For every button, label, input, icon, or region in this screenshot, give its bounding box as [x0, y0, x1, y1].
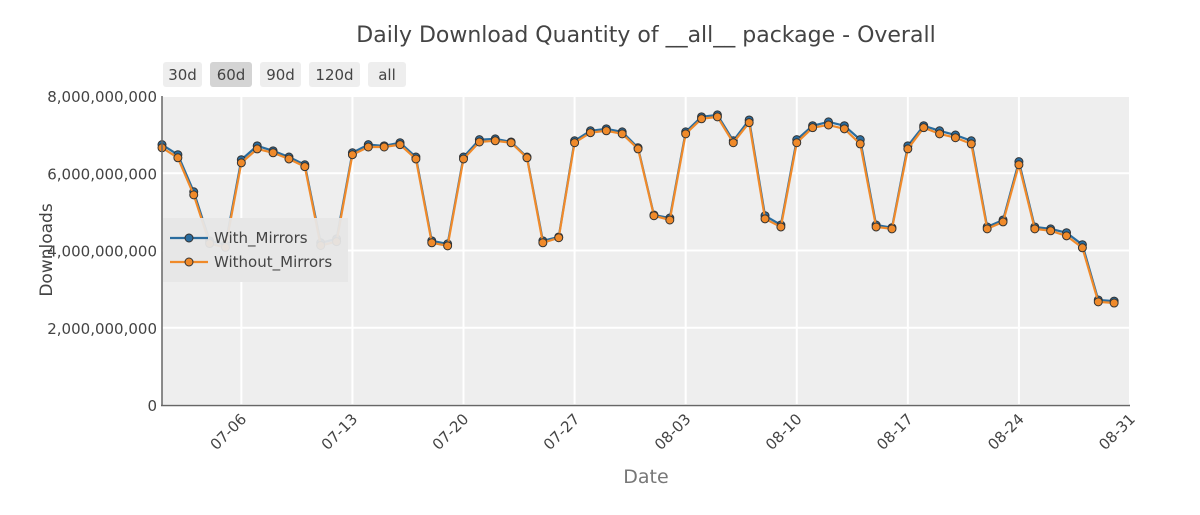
legend: With_Mirrors Without_Mirrors [163, 218, 348, 282]
data-point [411, 154, 421, 164]
y-tick-label: 2,000,000,000 [47, 320, 157, 338]
data-point [1077, 243, 1087, 253]
data-point [395, 140, 405, 150]
data-point [538, 238, 548, 248]
range-button-bg [309, 62, 360, 87]
data-point [601, 126, 611, 136]
data-point [728, 138, 738, 148]
data-point [998, 217, 1008, 227]
data-point [443, 241, 453, 251]
y-tick-label: 6,000,000,000 [47, 165, 157, 183]
legend-label: With_Mirrors [214, 229, 308, 248]
range-button-bg [368, 62, 406, 87]
data-point [300, 162, 310, 172]
data-point [966, 139, 976, 149]
legend-marker [184, 257, 194, 267]
data-point [982, 224, 992, 234]
data-point [1109, 298, 1119, 308]
data-point [808, 123, 818, 133]
data-point [347, 150, 357, 160]
data-point [459, 154, 469, 164]
data-point [268, 148, 278, 158]
x-tick-label: 08-17 [873, 410, 917, 454]
range-button[interactable]: 120d [309, 62, 360, 87]
x-tick-label: 07-06 [207, 410, 251, 454]
data-point [570, 138, 580, 148]
data-point [935, 129, 945, 139]
data-point [617, 129, 627, 139]
range-button-label[interactable]: 120d [315, 66, 353, 84]
data-point [887, 224, 897, 234]
range-button-label[interactable]: 90d [266, 66, 295, 84]
x-tick-label: 08-24 [984, 410, 1028, 454]
data-point [474, 137, 484, 147]
range-button-bg [260, 62, 301, 87]
legend-box [163, 218, 348, 282]
data-point [839, 124, 849, 134]
data-point [173, 153, 183, 163]
y-axis-title: Downloads [37, 203, 57, 297]
data-point [1030, 224, 1040, 234]
data-point [681, 129, 691, 139]
chart-title: Daily Download Quantity of __all__ packa… [356, 23, 935, 48]
range-button-label[interactable]: 60d [217, 66, 246, 84]
data-point [585, 128, 595, 138]
x-tick-label: 07-13 [318, 410, 362, 454]
y-tick-label: 4,000,000,000 [47, 243, 157, 261]
data-point [522, 153, 532, 163]
data-point [363, 142, 373, 152]
data-point [236, 158, 246, 168]
data-point [1093, 297, 1103, 307]
data-point [633, 144, 643, 154]
data-point [776, 222, 786, 232]
data-point [427, 238, 437, 248]
data-point [284, 154, 294, 164]
data-point [697, 114, 707, 124]
data-point [712, 112, 722, 122]
data-point [379, 142, 389, 152]
x-tick-label: 08-03 [651, 410, 695, 454]
range-button-bg [210, 62, 252, 87]
data-point [919, 123, 929, 133]
data-point [1046, 226, 1056, 236]
data-point [760, 214, 770, 224]
marks [157, 110, 1119, 308]
y-tick-label: 0 [147, 397, 157, 415]
x-tick-label: 07-20 [429, 410, 473, 454]
controls: 30d 60d 90d 120d all [163, 62, 406, 87]
data-point [649, 211, 659, 221]
data-point [903, 144, 913, 154]
range-button[interactable]: 60d [210, 62, 252, 87]
data-point [950, 133, 960, 143]
range-button[interactable]: 30d [163, 62, 202, 87]
data-point [189, 190, 199, 200]
data-point [506, 138, 516, 148]
range-button[interactable]: 90d [260, 62, 301, 87]
data-point [823, 120, 833, 130]
legend-marker [184, 233, 194, 243]
data-point [792, 138, 802, 148]
data-point [871, 222, 881, 232]
data-point [252, 144, 262, 154]
range-button-bg [163, 62, 202, 87]
data-point [665, 215, 675, 225]
x-axis-title: Date [623, 466, 668, 488]
y-tick-label: 8,000,000,000 [47, 88, 157, 106]
legend-label: Without_Mirrors [214, 253, 332, 272]
range-button[interactable]: all [368, 62, 406, 87]
x-tick-label: 08-10 [762, 410, 806, 454]
data-point [1062, 231, 1072, 241]
range-button-label[interactable]: all [378, 66, 396, 84]
data-point [855, 139, 865, 149]
data-point [554, 233, 564, 243]
x-tick-label: 08-31 [1095, 410, 1139, 454]
data-point [1014, 160, 1024, 170]
data-point [490, 136, 500, 146]
data-point [744, 118, 754, 128]
x-tick-label: 07-27 [540, 410, 584, 454]
range-button-label[interactable]: 30d [168, 66, 197, 84]
